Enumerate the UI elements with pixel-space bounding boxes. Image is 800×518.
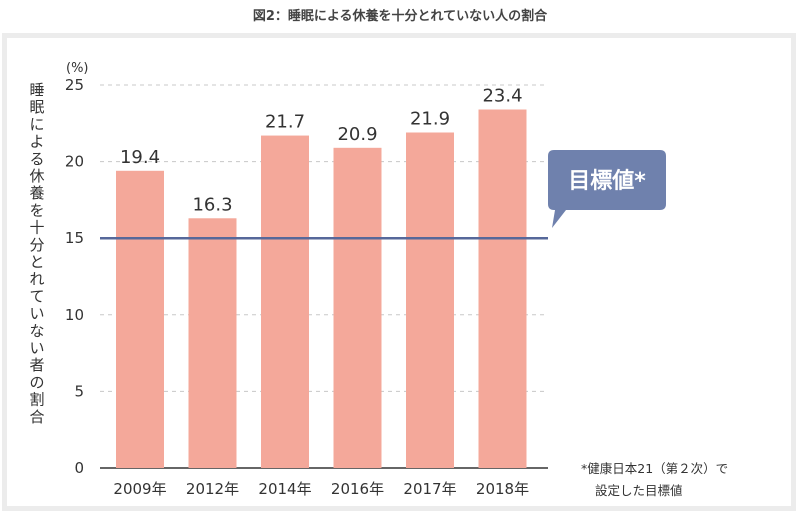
y-axis-label-char: の — [29, 373, 44, 391]
data-label: 19.4 — [120, 147, 160, 168]
y-axis-label-char: い — [29, 305, 44, 323]
x-category-label: 2014年 — [258, 480, 311, 498]
target-callout-label: 目標値* — [568, 169, 646, 194]
y-axis-label-char: と — [29, 253, 44, 271]
y-axis-label-char: 合 — [29, 408, 44, 426]
footnote-line-2: 設定した目標値 — [595, 483, 683, 498]
y-axis-label-char: 睡 — [29, 81, 44, 99]
y-tick-label: 25 — [65, 76, 84, 94]
x-category-label: 2012年 — [186, 480, 239, 498]
x-category-label: 2017年 — [403, 480, 456, 498]
y-axis-label-char: 分 — [29, 236, 44, 254]
data-label: 16.3 — [192, 194, 232, 215]
y-axis-label-char: 割 — [29, 391, 44, 409]
y-tick-label: 10 — [65, 306, 84, 324]
bar — [478, 109, 527, 469]
y-axis-label-char: に — [29, 115, 44, 133]
y-axis-label-char: な — [29, 322, 44, 340]
y-axis-label-char: よ — [29, 133, 44, 151]
y-unit-label: (%) — [66, 61, 89, 76]
x-category-label: 2018年 — [476, 480, 529, 498]
y-axis-label-char: て — [29, 287, 44, 305]
data-label: 21.7 — [265, 112, 305, 133]
y-axis-label-char: れ — [29, 270, 44, 288]
bar — [333, 147, 382, 468]
bar — [116, 170, 164, 469]
y-axis-label-char: る — [29, 150, 44, 168]
target-footnote: *健康日本21（第２次）で 設定した目標値 — [581, 458, 791, 502]
data-label: 21.9 — [410, 108, 450, 129]
y-axis-label-char: 十 — [29, 219, 44, 237]
y-axis-label-char: を — [29, 201, 44, 219]
x-category-label: 2016年 — [331, 480, 384, 498]
figure-title: 図2：睡眠による休養を十分とれていない人の割合 — [252, 9, 548, 24]
y-axis-label-char: 休 — [29, 167, 44, 185]
y-axis-label-char: い — [29, 339, 44, 357]
y-axis-label-char: 者 — [29, 356, 44, 374]
y-axis-label-char: 眠 — [29, 98, 44, 116]
y-tick-label: 20 — [65, 153, 84, 171]
bar — [261, 135, 309, 468]
footnote-line-1: *健康日本21（第２次）で — [581, 461, 729, 476]
target-callout — [548, 150, 666, 228]
y-tick-label: 5 — [74, 382, 84, 400]
y-axis-label-char: 養 — [29, 184, 44, 202]
data-label: 20.9 — [337, 124, 377, 145]
data-label: 23.4 — [482, 86, 522, 107]
x-category-label: 2009年 — [113, 480, 166, 498]
bar — [406, 132, 454, 468]
y-tick-label: 0 — [74, 459, 84, 477]
bar — [188, 218, 237, 468]
y-tick-label: 15 — [65, 229, 84, 247]
